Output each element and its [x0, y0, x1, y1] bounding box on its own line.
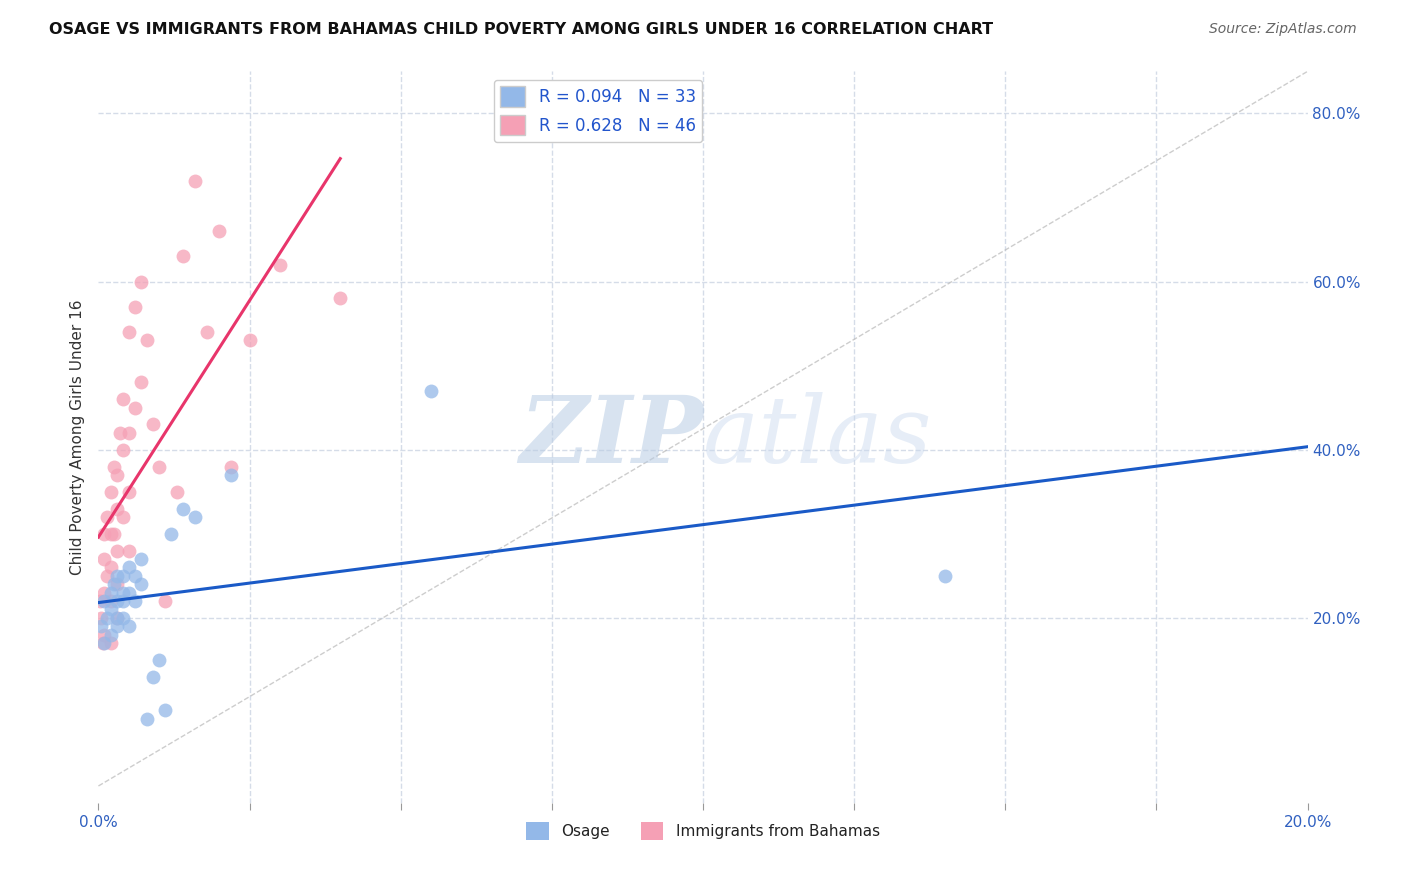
- Point: [111, 442, 134, 457]
- Legend: Osage, Immigrants from Bahamas: Osage, Immigrants from Bahamas: [520, 815, 886, 847]
- Point: [124, 300, 146, 314]
- Point: [934, 569, 956, 583]
- Text: Source: ZipAtlas.com: Source: ZipAtlas.com: [1209, 22, 1357, 37]
- Point: [153, 703, 176, 717]
- Point: [208, 224, 231, 238]
- Point: [111, 594, 134, 608]
- Point: [269, 258, 291, 272]
- Point: [129, 275, 152, 289]
- Point: [153, 594, 176, 608]
- Point: [100, 627, 122, 641]
- Point: [124, 594, 146, 608]
- Point: [105, 501, 128, 516]
- Point: [100, 585, 122, 599]
- Point: [111, 392, 134, 407]
- Point: [100, 526, 122, 541]
- Point: [93, 526, 115, 541]
- Point: [100, 636, 122, 650]
- Point: [195, 325, 218, 339]
- Text: ZIP: ZIP: [519, 392, 703, 482]
- Point: [172, 501, 194, 516]
- Point: [96, 569, 118, 583]
- Point: [90, 619, 112, 633]
- Point: [221, 467, 243, 482]
- Point: [118, 543, 141, 558]
- Point: [103, 577, 125, 591]
- Point: [105, 569, 128, 583]
- Point: [100, 484, 122, 499]
- Point: [142, 670, 165, 684]
- Point: [93, 552, 115, 566]
- Point: [100, 594, 122, 608]
- Point: [129, 577, 152, 591]
- Point: [96, 510, 118, 524]
- Point: [221, 459, 243, 474]
- Point: [111, 569, 134, 583]
- Point: [184, 510, 207, 524]
- Point: [118, 585, 141, 599]
- Point: [160, 526, 183, 541]
- Point: [148, 653, 170, 667]
- Point: [239, 334, 262, 348]
- Text: OSAGE VS IMMIGRANTS FROM BAHAMAS CHILD POVERTY AMONG GIRLS UNDER 16 CORRELATION : OSAGE VS IMMIGRANTS FROM BAHAMAS CHILD P…: [49, 22, 993, 37]
- Point: [105, 594, 128, 608]
- Point: [166, 484, 188, 499]
- Point: [118, 619, 141, 633]
- Point: [108, 425, 131, 440]
- Point: [118, 425, 141, 440]
- Point: [111, 611, 134, 625]
- Point: [118, 560, 141, 574]
- Y-axis label: Child Poverty Among Girls Under 16: Child Poverty Among Girls Under 16: [69, 300, 84, 574]
- Point: [111, 510, 134, 524]
- Point: [103, 459, 125, 474]
- Point: [135, 334, 157, 348]
- Point: [420, 384, 443, 398]
- Point: [124, 401, 146, 415]
- Point: [118, 325, 141, 339]
- Point: [129, 376, 152, 390]
- Point: [135, 712, 157, 726]
- Point: [105, 619, 128, 633]
- Point: [105, 467, 128, 482]
- Point: [124, 569, 146, 583]
- Point: [184, 174, 207, 188]
- Point: [96, 611, 118, 625]
- Point: [93, 585, 115, 599]
- Point: [91, 636, 114, 650]
- Point: [105, 611, 128, 625]
- Point: [111, 585, 134, 599]
- Point: [172, 249, 194, 263]
- Point: [148, 459, 170, 474]
- Point: [129, 552, 152, 566]
- Point: [100, 560, 122, 574]
- Point: [93, 627, 115, 641]
- Point: [105, 543, 128, 558]
- Point: [142, 417, 165, 432]
- Text: atlas: atlas: [703, 392, 932, 482]
- Point: [89, 594, 111, 608]
- Point: [329, 291, 352, 305]
- Point: [100, 602, 122, 616]
- Point: [105, 577, 128, 591]
- Point: [90, 611, 112, 625]
- Point: [103, 526, 125, 541]
- Point: [105, 611, 128, 625]
- Point: [93, 594, 115, 608]
- Point: [118, 484, 141, 499]
- Point: [93, 636, 115, 650]
